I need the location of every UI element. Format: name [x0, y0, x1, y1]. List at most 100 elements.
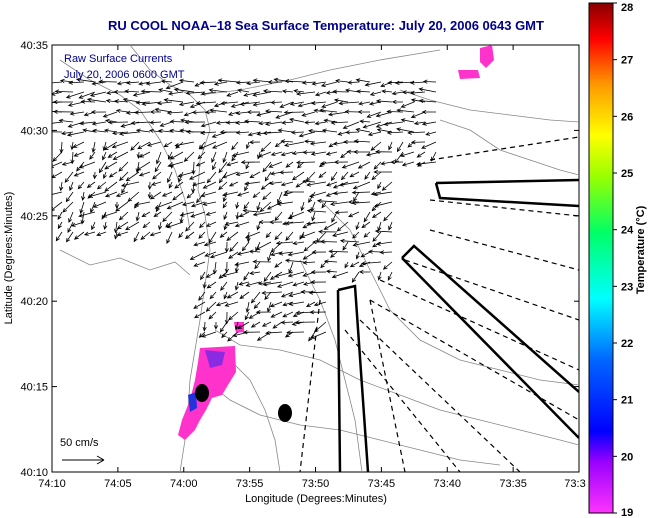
current-vector: [226, 91, 239, 97]
current-vector: [52, 161, 63, 168]
current-vector: [364, 171, 371, 180]
current-vector: [80, 99, 96, 104]
current-vector: [135, 211, 140, 222]
current-vector: [229, 241, 239, 253]
current-vector: [248, 140, 261, 145]
current-vector: [226, 161, 239, 167]
current-vector: [372, 191, 393, 197]
current-vector: [382, 261, 393, 270]
current-vector: [107, 120, 129, 125]
current-vector: [147, 191, 152, 199]
current-vector: [98, 161, 107, 174]
current-vector: [309, 191, 327, 198]
current-vector: [102, 211, 118, 218]
current-vector: [325, 90, 338, 95]
current-vector: [211, 131, 228, 138]
current-vector: [113, 221, 119, 234]
x-tick-label: 74:05: [104, 478, 132, 490]
current-vector: [353, 149, 371, 155]
current-vector: [274, 271, 294, 278]
current-vector: [203, 241, 217, 247]
current-vector: [269, 301, 283, 308]
current-vector: [179, 211, 195, 217]
current-vector: [279, 170, 294, 175]
current-vector: [362, 121, 382, 129]
current-vector: [285, 161, 294, 168]
current-vector: [306, 181, 327, 187]
current-vector: [267, 251, 272, 262]
current-vector: [163, 98, 184, 103]
current-vector: [212, 161, 217, 171]
current-vector: [145, 81, 162, 86]
current-vector: [355, 78, 371, 83]
current-vector: [102, 151, 107, 161]
current-vector: [304, 120, 316, 125]
current-vector: [98, 79, 118, 84]
current-vector: [81, 191, 86, 202]
current-vector: [218, 181, 228, 191]
current-vector: [272, 321, 283, 329]
chart-title: RU COOL NOAA–18 Sea Surface Temperature:…: [108, 18, 544, 33]
current-vector: [200, 271, 206, 281]
contour-7: [399, 89, 579, 123]
current-vector: [116, 231, 129, 237]
current-vector: [149, 120, 162, 125]
current-vector: [227, 331, 239, 342]
current-vector: [190, 201, 206, 208]
current-vector: [262, 130, 283, 136]
current-vector: [212, 141, 228, 149]
current-vector: [308, 290, 327, 295]
current-vector: [320, 261, 327, 269]
current-vector: [192, 181, 206, 187]
current-vector: [245, 281, 261, 287]
current-vector: [130, 141, 140, 151]
current-vector: [283, 110, 305, 115]
box-diag: [401, 244, 579, 439]
current-vector: [344, 109, 360, 114]
current-vector: [300, 231, 316, 238]
current-vector: [86, 97, 107, 103]
current-vector: [267, 80, 283, 85]
current-vector: [200, 121, 217, 128]
current-vector: [391, 99, 404, 105]
current-vector: [107, 151, 118, 158]
current-vector: [149, 109, 161, 115]
current-vector: [329, 201, 349, 206]
current-vector: [288, 291, 305, 298]
current-vector: [413, 121, 426, 126]
current-vector: [249, 270, 261, 276]
current-vector: [258, 219, 272, 225]
current-vector: [321, 201, 327, 209]
current-vector: [58, 118, 74, 123]
current-vector: [331, 211, 338, 223]
current-vector: [52, 131, 63, 133]
current-vector: [92, 201, 107, 208]
current-vector: [235, 110, 250, 116]
current-vector: [204, 251, 217, 257]
current-vector: [104, 161, 118, 170]
current-vector: [262, 281, 283, 287]
current-vector: [418, 98, 437, 103]
current-vector: [306, 301, 316, 308]
current-vector: [205, 301, 217, 312]
current-vector: [159, 121, 173, 127]
current-vector: [340, 151, 349, 159]
current-vector: [213, 101, 228, 108]
current-vector: [334, 210, 349, 215]
current-vector: [288, 301, 305, 306]
current-vector: [268, 181, 283, 186]
current-vector: [274, 231, 283, 241]
current-vector: [167, 161, 184, 168]
current-vector: [206, 171, 217, 184]
current-vector: [344, 261, 349, 269]
current-vector: [301, 111, 316, 117]
current-vector: [276, 281, 294, 288]
current-vector: [226, 231, 239, 241]
current-vector: [125, 171, 140, 182]
current-vector: [199, 221, 206, 229]
current-vector: [383, 211, 393, 222]
current-vector: [314, 91, 327, 97]
current-vector: [323, 221, 338, 230]
current-vector: [52, 109, 74, 114]
